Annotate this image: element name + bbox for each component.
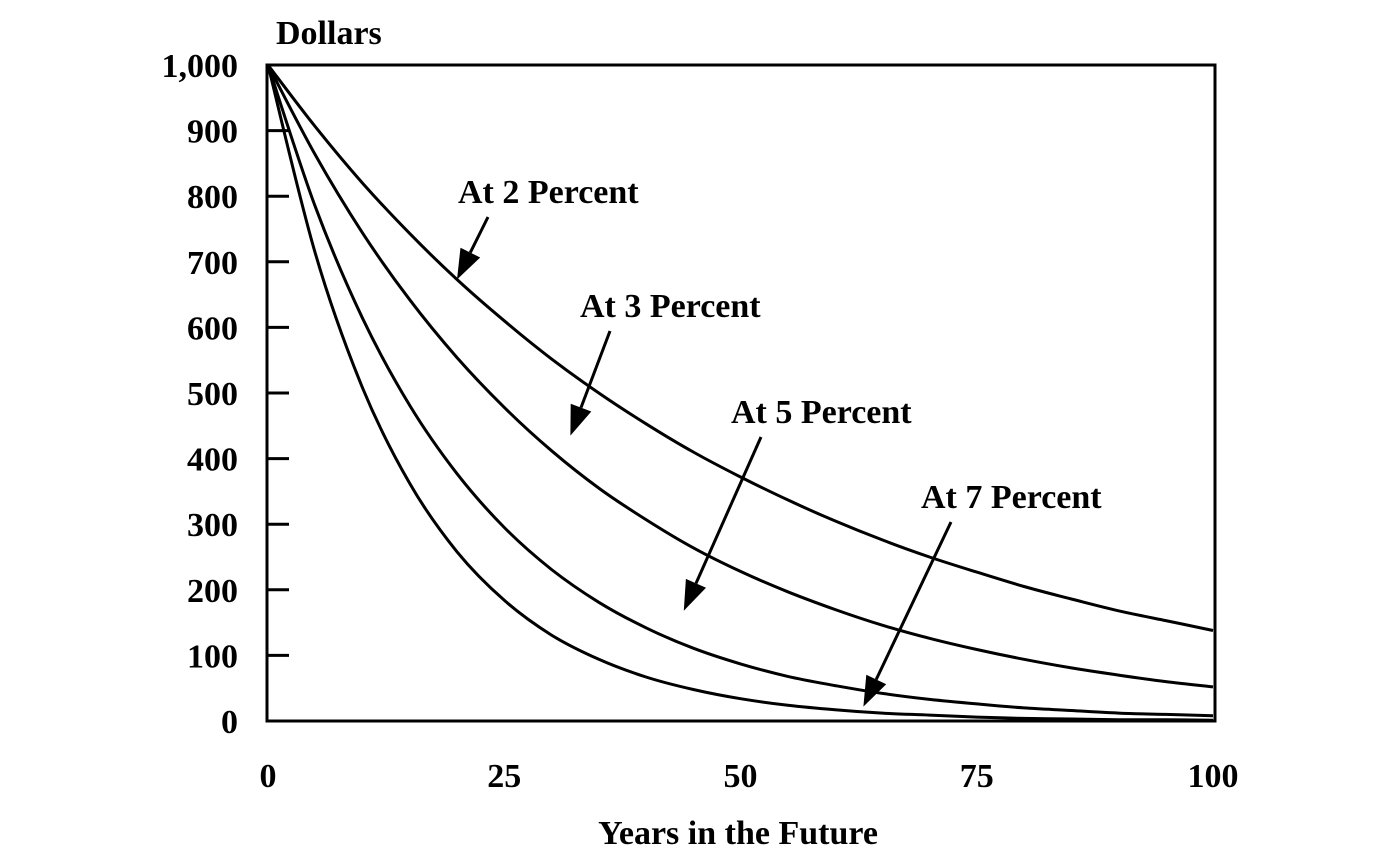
annotation-2: At 3 Percent — [570, 288, 761, 436]
y-tick-label: 400 — [187, 442, 238, 479]
x-tick-label: 100 — [1188, 758, 1239, 795]
annotation-label: At 5 Percent — [731, 394, 912, 431]
y-tick-label: 500 — [187, 376, 238, 413]
series-line-4 — [266, 64, 1214, 722]
annotation-arrow-head — [863, 674, 887, 707]
annotation-arrow-shaft — [694, 436, 763, 585]
y-tick-label: 700 — [187, 245, 238, 282]
annotation-4: At 7 Percent — [863, 479, 1102, 707]
y-tick-label: 600 — [187, 310, 238, 347]
x-tick-label: 50 — [724, 758, 758, 795]
annotation-layer: At 2 Percent At 3 Percent At 5 Percent At 7… — [457, 174, 1102, 707]
y-tick-label: 900 — [187, 114, 238, 151]
annotation-label: At 7 Percent — [921, 479, 1102, 516]
y-tick-label: 200 — [187, 573, 238, 610]
y-tick-label: 0 — [221, 704, 238, 741]
series-line-1 — [266, 64, 1214, 632]
y-axis-ticks: 0 100 200 300 400 500 600 700 800 900 1,000 — [162, 48, 289, 741]
y-tick-label: 800 — [187, 179, 238, 216]
y-tick-label: 100 — [187, 638, 238, 675]
annotation-arrow-shaft — [874, 521, 953, 681]
annotation-label: At 3 Percent — [580, 288, 761, 325]
annotation-arrow-shaft — [468, 216, 490, 254]
series-line-2 — [266, 64, 1214, 689]
x-tick-label: 75 — [960, 758, 994, 795]
annotation-3: At 5 Percent — [683, 394, 912, 611]
annotation-label: At 2 Percent — [458, 174, 639, 211]
x-tick-label: 0 — [260, 758, 277, 795]
annotation-arrow-head — [457, 247, 481, 280]
x-axis-ticks: 0 25 50 75 100 — [260, 758, 1239, 795]
x-tick-label: 25 — [487, 758, 521, 795]
y-tick-label: 1,000 — [162, 48, 239, 85]
plot-frame — [265, 63, 1217, 723]
x-axis-title: Years in the Future — [598, 815, 878, 852]
series-line-3 — [266, 64, 1214, 718]
annotation-arrow-shaft — [579, 330, 612, 409]
annotation-arrow-head — [570, 403, 592, 436]
series-layer — [266, 64, 1214, 722]
y-axis-title: Dollars — [276, 15, 382, 52]
annotation-1: At 2 Percent — [457, 174, 639, 280]
annotation-arrow-head — [683, 578, 706, 611]
y-tick-label: 300 — [187, 507, 238, 544]
